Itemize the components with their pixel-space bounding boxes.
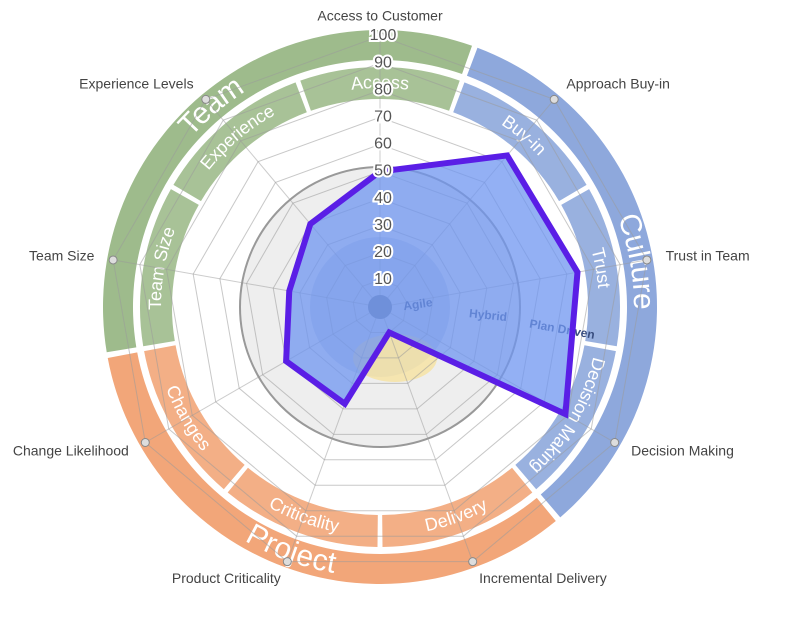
grid-line bbox=[139, 62, 621, 537]
y-tick-label: 10 bbox=[374, 271, 392, 288]
segment-band bbox=[382, 467, 533, 547]
axis-end bbox=[375, 31, 385, 41]
axis-end bbox=[610, 438, 620, 447]
y-tick-label: 80 bbox=[374, 81, 392, 98]
segment-band bbox=[140, 189, 199, 347]
y-tick-label: 50 bbox=[374, 163, 392, 180]
y-tick-label: 20 bbox=[374, 244, 392, 261]
axis-label: Experience Levels bbox=[79, 76, 193, 92]
axis-end bbox=[140, 438, 150, 447]
group-band bbox=[466, 47, 657, 518]
axis-label: Team Size bbox=[29, 247, 95, 263]
axis-end bbox=[282, 557, 292, 567]
spoke bbox=[379, 306, 474, 562]
axis-label: Access to Customer bbox=[317, 8, 443, 24]
group-band bbox=[107, 352, 556, 585]
axis-end bbox=[642, 255, 652, 265]
y-tick-label: 100 bbox=[370, 27, 397, 44]
axis-end bbox=[549, 94, 559, 104]
y-tick-label: 30 bbox=[374, 217, 392, 234]
axis-label: Incremental Delivery bbox=[479, 570, 607, 586]
group-band bbox=[103, 29, 473, 353]
axis-label: Change Likelihood bbox=[13, 443, 129, 459]
axis-label: Decision Making bbox=[631, 443, 734, 459]
y-tick-label: 70 bbox=[374, 109, 392, 126]
axis-end bbox=[108, 255, 118, 265]
grid-line bbox=[112, 35, 648, 563]
grid-line bbox=[165, 89, 595, 512]
axis-label: Product Criticality bbox=[172, 570, 281, 586]
y-tick-label: 90 bbox=[374, 54, 392, 71]
radar-area bbox=[283, 152, 581, 419]
axis-end bbox=[468, 557, 478, 567]
axis-label: Trust in Team bbox=[666, 247, 750, 263]
axis-label: Approach Buy-in bbox=[566, 76, 670, 92]
segment-band bbox=[561, 189, 621, 347]
axis-end bbox=[201, 94, 211, 104]
segment-band bbox=[227, 467, 378, 547]
y-tick-label: 60 bbox=[374, 136, 392, 153]
y-tick-label: 40 bbox=[374, 190, 392, 207]
